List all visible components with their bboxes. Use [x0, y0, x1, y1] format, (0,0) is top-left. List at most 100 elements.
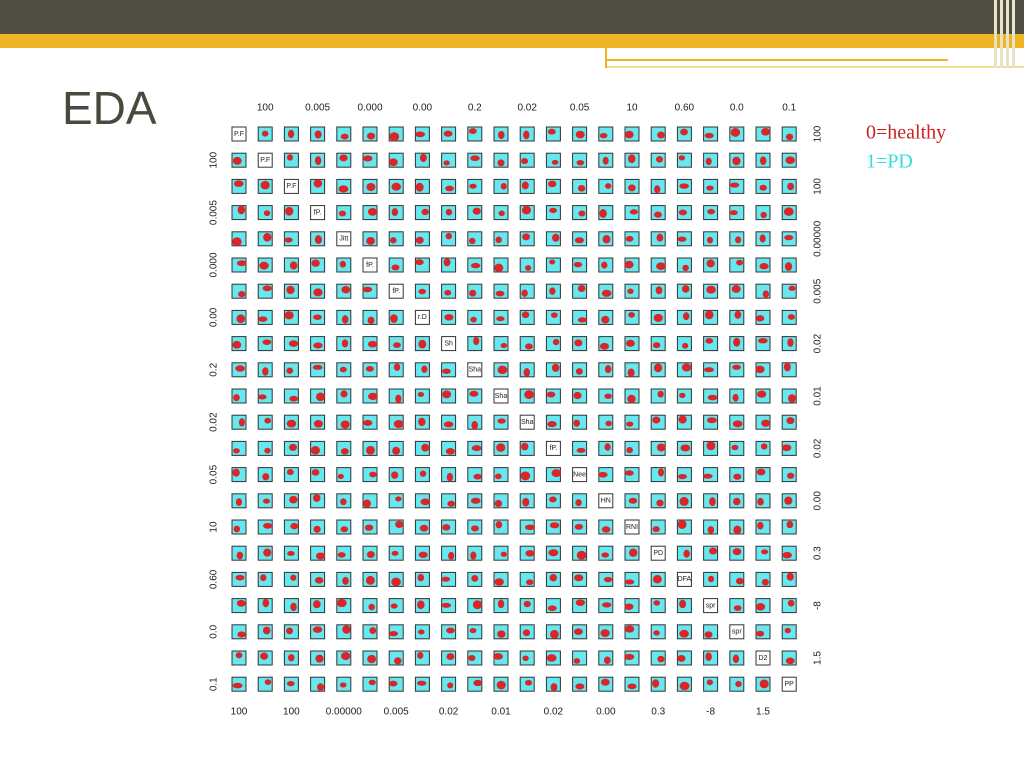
panel	[729, 257, 745, 273]
point-cloud	[604, 443, 611, 451]
point-cloud	[445, 447, 455, 455]
panel	[624, 571, 640, 587]
point-cloud	[494, 263, 504, 273]
point-cloud	[624, 579, 635, 585]
point-cloud	[602, 602, 612, 608]
scatter-matrix: P.F P.F P.F fP. Jitt fP. fP. r.D Sh Sha Sha Sha fP. N…	[209, 103, 824, 718]
point-cloud	[232, 468, 240, 477]
point-cloud	[577, 317, 588, 323]
point-cloud	[624, 130, 634, 139]
point-cloud	[652, 416, 661, 424]
point-cloud	[736, 259, 744, 266]
point-cloud	[264, 417, 271, 424]
right-tick-label: 1.5	[813, 651, 824, 665]
left-tick-label: 0.000	[209, 252, 220, 277]
panel	[441, 152, 457, 168]
point-cloud	[497, 630, 506, 638]
bottom-tick-label: -8	[706, 707, 715, 718]
point-cloud	[338, 210, 347, 217]
point-cloud	[755, 603, 766, 611]
point-cloud	[733, 605, 742, 611]
point-cloud	[601, 552, 610, 558]
point-cloud	[366, 445, 375, 455]
point-cloud	[338, 185, 349, 193]
point-cloud	[500, 183, 507, 190]
point-cloud	[260, 180, 270, 190]
point-cloud	[235, 365, 245, 372]
point-cloud	[575, 130, 585, 139]
point-cloud	[602, 156, 609, 165]
point-cloud	[369, 471, 377, 478]
point-cloud	[262, 498, 271, 504]
diagonal-box	[572, 467, 588, 483]
point-cloud	[552, 233, 560, 242]
point-cloud	[314, 156, 322, 166]
diagonal-label: fP.	[314, 209, 322, 216]
point-cloud	[732, 420, 743, 428]
point-cloud	[627, 683, 637, 690]
point-cloud	[705, 157, 712, 166]
point-cloud	[732, 364, 741, 370]
point-cloud	[735, 680, 742, 688]
point-cloud	[761, 419, 771, 427]
point-cloud	[708, 547, 718, 555]
point-cloud	[549, 496, 557, 503]
point-cloud	[707, 575, 715, 583]
point-cloud	[289, 443, 298, 451]
point-cloud	[497, 130, 505, 140]
point-cloud	[679, 392, 686, 399]
point-cloud	[447, 682, 454, 689]
point-cloud	[731, 285, 741, 293]
point-cloud	[656, 499, 664, 507]
right-tick-label: 100	[813, 178, 824, 195]
point-cloud	[390, 237, 397, 244]
point-cloud	[574, 339, 583, 347]
point-cloud	[788, 285, 796, 291]
point-cloud	[785, 156, 795, 165]
point-cloud	[786, 417, 795, 425]
point-cloud	[311, 259, 320, 267]
point-cloud	[546, 654, 557, 662]
point-cloud	[287, 129, 295, 139]
bottom-tick-label: 1.5	[756, 707, 770, 718]
point-cloud	[575, 599, 586, 606]
point-cloud	[417, 600, 425, 610]
point-cloud	[497, 418, 506, 424]
point-cloud	[317, 683, 325, 692]
point-cloud	[707, 208, 716, 215]
point-cloud	[706, 236, 713, 244]
point-cloud	[315, 654, 324, 663]
point-cloud	[288, 654, 295, 662]
point-cloud	[471, 525, 479, 532]
point-cloud	[443, 130, 453, 137]
point-cloud	[761, 128, 771, 136]
top-tick-label: 0.005	[305, 103, 330, 114]
point-cloud	[757, 497, 764, 506]
point-cloud	[236, 599, 246, 607]
diagonal-label: Sha	[495, 393, 508, 400]
point-cloud	[577, 184, 586, 192]
point-cloud	[444, 289, 452, 296]
bottom-tick-label: 0.00000	[326, 707, 363, 718]
point-cloud	[576, 550, 587, 560]
point-cloud	[362, 155, 373, 162]
diagonal-label: spr	[732, 629, 742, 636]
point-cloud	[419, 153, 427, 163]
point-cloud	[627, 368, 635, 377]
point-cloud	[521, 157, 529, 165]
point-cloud	[784, 234, 794, 241]
panel	[676, 152, 692, 168]
point-cloud	[288, 340, 299, 347]
point-cloud	[496, 316, 505, 322]
point-cloud	[627, 288, 634, 295]
point-cloud	[679, 681, 690, 691]
point-cloud	[547, 128, 556, 135]
top-tick-label: 0.00	[413, 103, 433, 114]
point-cloud	[391, 208, 399, 217]
header-tab	[606, 48, 1024, 68]
top-tick-label: 0.1	[782, 103, 796, 114]
point-cloud	[393, 342, 401, 348]
point-cloud	[524, 524, 535, 531]
point-cloud	[367, 654, 377, 664]
point-cloud	[706, 417, 717, 424]
